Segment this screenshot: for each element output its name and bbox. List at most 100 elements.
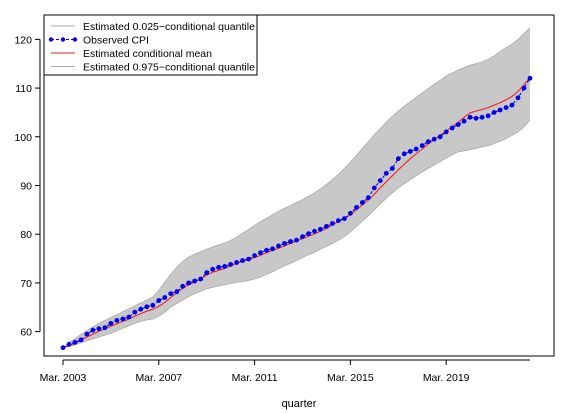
observed-cpi-point <box>473 115 479 121</box>
observed-cpi-point <box>138 306 144 312</box>
observed-cpi-point <box>377 178 383 184</box>
legend-label: Estimated 0.975−conditional quantile <box>83 62 255 74</box>
observed-cpi-point <box>228 262 234 267</box>
observed-cpi-point <box>108 321 114 326</box>
x-tick-label: Mar. 2019 <box>423 372 470 384</box>
observed-cpi-point <box>288 239 293 244</box>
observed-cpi-point <box>294 237 299 243</box>
observed-cpi-point <box>60 345 66 351</box>
y-tick-label: 100 <box>14 132 32 144</box>
y-tick-label: 110 <box>15 83 32 95</box>
observed-cpi-point <box>425 139 431 145</box>
x-axis: Mar. 2003 Mar. 2007 Mar. 2011 Mar. 2015 Mar.… <box>40 359 530 384</box>
upper-quantile-line <box>62 27 531 348</box>
observed-cpi-point <box>96 326 102 332</box>
observed-cpi-point <box>222 264 228 269</box>
observed-cpi-point <box>270 246 275 252</box>
observed-cpi-point <box>282 241 287 246</box>
observed-cpi-point <box>246 256 252 262</box>
observed-cpi-point <box>102 325 108 331</box>
observed-cpi-point <box>455 122 461 127</box>
observed-cpi-point <box>144 304 150 310</box>
observed-cpi-point <box>527 75 533 81</box>
observed-cpi-point <box>120 316 126 322</box>
x-tick-label: Mar. 2003 <box>40 372 87 384</box>
observed-cpi-point <box>210 266 216 272</box>
observed-cpi-point <box>383 170 389 176</box>
observed-cpi-point <box>66 341 72 347</box>
observed-cpi-point <box>485 113 491 119</box>
observed-cpi-point <box>78 337 84 343</box>
legend: Estimated 0.025−conditional quantile Obse… <box>43 14 258 76</box>
legend-swatch-observed-dot <box>60 37 66 42</box>
x-tick-label: Mar. 2011 <box>232 372 278 384</box>
observed-cpi-point <box>252 253 257 258</box>
observed-cpi-point <box>306 231 311 237</box>
observed-cpi-point <box>126 314 132 320</box>
legend-swatch-observed-dot <box>48 37 54 42</box>
observed-cpi-point <box>72 340 78 345</box>
observed-cpi-point <box>371 185 377 191</box>
observed-cpi-point <box>240 258 246 263</box>
quantile-band-layer <box>62 27 531 349</box>
observed-cpi-point <box>342 216 347 222</box>
observed-cpi-point <box>503 105 509 110</box>
observed-cpi-point <box>150 302 156 308</box>
observed-cpi-point <box>365 195 371 201</box>
observed-cpi-point <box>90 327 96 333</box>
x-axis-title: quarter <box>282 398 317 410</box>
observed-cpi-point <box>413 146 419 152</box>
observed-cpi-point <box>318 226 323 232</box>
observed-cpi-point <box>509 102 515 108</box>
observed-cpi-point <box>407 149 413 154</box>
legend-label: Estimated 0.025−conditional quantile <box>83 21 255 33</box>
legend-swatch-observed-dot <box>72 37 78 42</box>
observed-cpi-point <box>401 151 407 157</box>
observed-cpi-point <box>132 309 138 315</box>
observed-cpi-point <box>437 134 443 140</box>
observed-cpi-point <box>300 234 305 240</box>
x-tick-label: Mar. 2007 <box>135 372 182 384</box>
plot-frame <box>43 14 555 357</box>
observed-cpi-point <box>204 270 210 276</box>
observed-cpi-point <box>467 114 473 120</box>
lower-quantile-line <box>62 119 531 349</box>
observed-cpi-point <box>515 95 521 101</box>
observed-cpi-point <box>198 276 204 282</box>
observed-cpi-point <box>360 200 365 205</box>
observed-cpi-point <box>234 260 240 265</box>
observed-cpi-point <box>192 278 198 284</box>
observed-cpi-point <box>312 228 317 234</box>
observed-cpi-point <box>216 264 222 270</box>
observed-cpi-point <box>389 166 395 171</box>
observed-cpi-point <box>324 224 329 229</box>
observed-cpi-point <box>168 291 174 296</box>
observed-cpi-point <box>348 210 353 216</box>
observed-cpi-point <box>276 243 281 249</box>
observed-cpi-point <box>264 247 269 253</box>
observed-cpi-point <box>180 283 186 289</box>
observed-cpi-point <box>449 125 455 131</box>
observed-cpi-point <box>162 295 168 300</box>
observed-cpi-point <box>174 289 180 295</box>
y-tick-label: 120 <box>14 34 32 46</box>
observed-cpi-point <box>443 129 449 135</box>
observed-cpi-point <box>521 85 527 91</box>
observed-cpi-point <box>186 280 192 286</box>
y-tick-label: 60 <box>20 327 32 339</box>
observed-cpi-point <box>336 218 341 224</box>
quantile-band-area <box>63 27 530 348</box>
x-tick-label: Mar. 2015 <box>327 372 374 384</box>
y-tick-label: 80 <box>20 229 32 241</box>
y-axis: 60 70 80 90 100 110 120 <box>14 34 41 339</box>
observed-cpi-point <box>330 221 335 226</box>
observed-cpi-point <box>419 143 425 149</box>
legend-label: Observed CPI <box>83 35 149 47</box>
observed-cpi-point <box>395 156 401 162</box>
observed-cpi-point <box>354 205 359 210</box>
observed-cpi-point <box>497 107 503 113</box>
legend-box <box>43 14 258 76</box>
observed-cpi-point <box>461 118 467 124</box>
legend-label: Estimated conditional mean <box>83 48 212 60</box>
